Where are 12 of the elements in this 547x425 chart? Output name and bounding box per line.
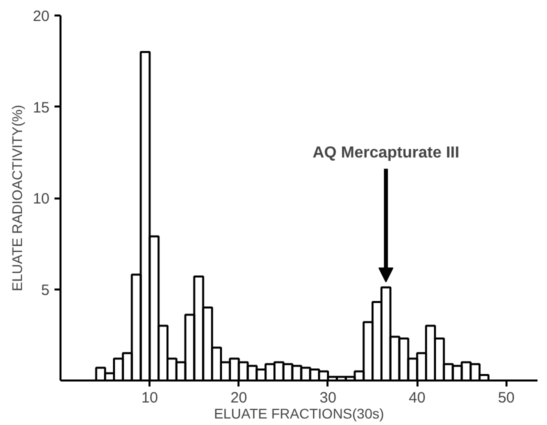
x-tick-label: 50	[498, 390, 515, 406]
x-tick-label: 40	[408, 390, 426, 406]
y-tick-label: 5	[41, 282, 50, 299]
x-tick-label: 20	[230, 390, 248, 406]
y-tick-label: 20	[32, 8, 50, 25]
y-axis-title: ELUATE RADIOACTIVITY(%)	[8, 104, 25, 292]
x-tick-label: 10	[141, 390, 158, 406]
x-axis-title: ELUATE FRACTIONS(30s)	[214, 406, 384, 422]
y-tick-label: 10	[32, 190, 50, 208]
y-tick-label: 15	[32, 99, 50, 116]
annotation: AQ Mercapturate III	[312, 144, 460, 162]
x-tick-label: 30	[320, 390, 336, 406]
